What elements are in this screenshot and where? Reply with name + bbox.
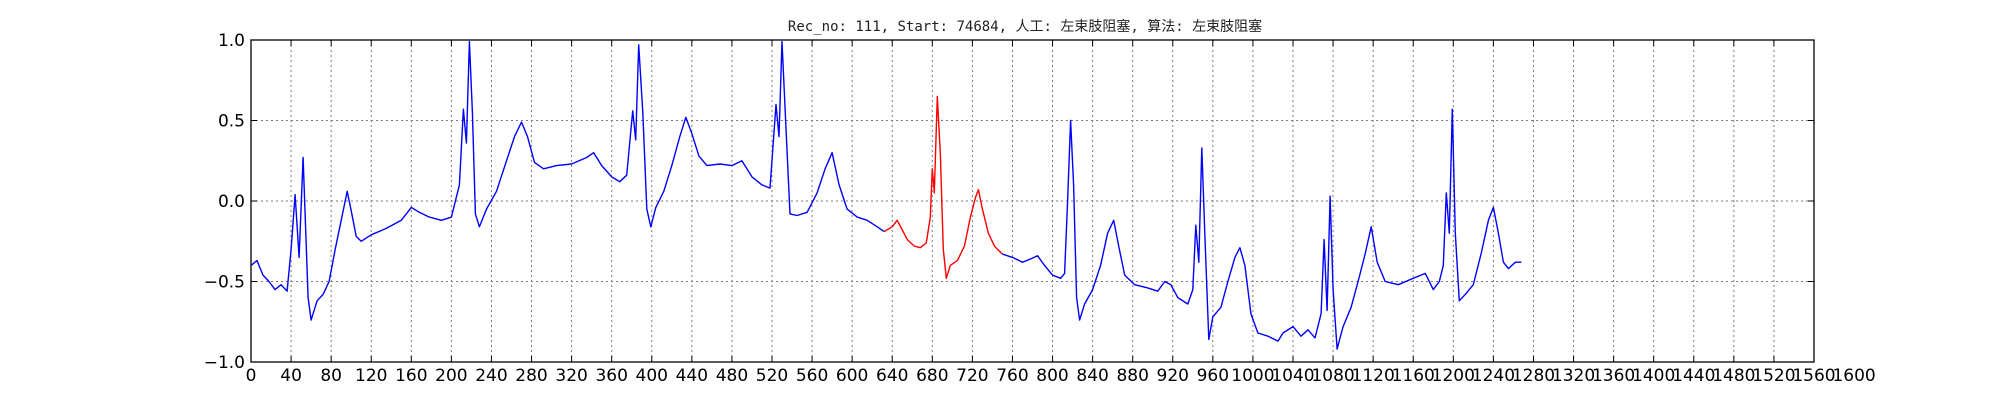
- ecg-trace-segment-1: [250, 40, 885, 321]
- y-tick-label: 0.5: [218, 112, 245, 132]
- y-tick-label: 0.0: [218, 192, 245, 212]
- x-tick-label: 480: [716, 366, 748, 386]
- chart-title: Rec_no: 111, Start: 74684, 人工: 左束肢阻塞, 算法…: [788, 18, 1262, 35]
- x-tick-label: 1520: [1752, 366, 1795, 386]
- x-tick-label: 1120: [1352, 366, 1395, 386]
- x-tick-label: 200: [435, 366, 467, 386]
- x-tick-label: 800: [1036, 366, 1068, 386]
- x-tick-label: 840: [1076, 366, 1108, 386]
- x-tick-label: 80: [320, 366, 342, 386]
- axis-ticks: [250, 39, 1815, 363]
- x-tick-label: 440: [676, 366, 708, 386]
- x-tick-label: 1240: [1472, 366, 1515, 386]
- x-tick-label: 1440: [1672, 366, 1715, 386]
- x-tick-label: 320: [555, 366, 587, 386]
- x-tick-label: 1320: [1552, 366, 1595, 386]
- x-tick-label: 280: [515, 366, 547, 386]
- x-tick-label: 1600: [1832, 366, 1875, 386]
- x-tick-label: 160: [395, 366, 427, 386]
- x-tick-label: 1480: [1712, 366, 1755, 386]
- x-tick-label: 1000: [1231, 366, 1274, 386]
- x-tick-label: 1400: [1632, 366, 1675, 386]
- grid-lines: [251, 40, 1814, 362]
- x-tick-label: 120: [355, 366, 387, 386]
- y-tick-label: 1.0: [218, 31, 245, 51]
- y-axis-tick-labels: 1.0 0.5 0.0 −0.5 −1.0: [204, 31, 245, 373]
- x-tick-label: 0: [246, 366, 257, 386]
- ecg-trace-segment-2: [883, 95, 1003, 279]
- x-axis-tick-labels: 0 40 80 120 160 200 240 280 320 360 400 440 480 520 56…: [246, 366, 1876, 386]
- x-tick-label: 240: [475, 366, 507, 386]
- ecg-trace-segment-3: [1002, 108, 1522, 350]
- x-tick-label: 960: [1197, 366, 1229, 386]
- x-tick-label: 880: [1116, 366, 1148, 386]
- ecg-traces: [250, 40, 1522, 350]
- x-tick-label: 680: [916, 366, 948, 386]
- x-tick-label: 40: [280, 366, 302, 386]
- x-tick-label: 360: [595, 366, 627, 386]
- x-tick-label: 760: [996, 366, 1028, 386]
- x-tick-label: 640: [876, 366, 908, 386]
- x-tick-label: 920: [1157, 366, 1189, 386]
- x-tick-label: 1560: [1792, 366, 1835, 386]
- y-tick-label: −0.5: [204, 273, 245, 293]
- x-tick-label: 600: [836, 366, 868, 386]
- x-tick-label: 1040: [1271, 366, 1314, 386]
- x-tick-label: 1160: [1392, 366, 1435, 386]
- x-tick-label: 1280: [1512, 366, 1555, 386]
- x-tick-label: 560: [796, 366, 828, 386]
- x-tick-label: 1200: [1432, 366, 1475, 386]
- y-tick-label: −1.0: [204, 353, 245, 373]
- x-tick-label: 520: [756, 366, 788, 386]
- x-tick-label: 400: [636, 366, 668, 386]
- x-tick-label: 1080: [1311, 366, 1354, 386]
- x-tick-label: 720: [956, 366, 988, 386]
- x-tick-label: 1360: [1592, 366, 1635, 386]
